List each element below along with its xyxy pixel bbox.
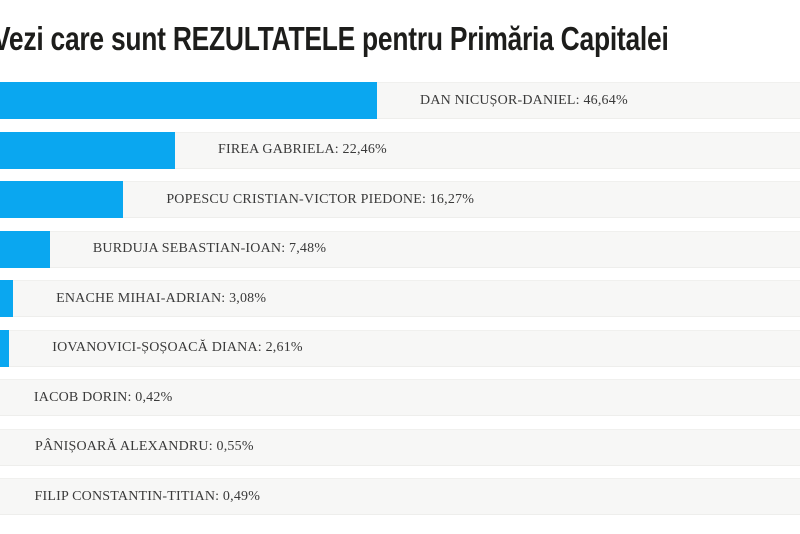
chart-row: FILIP CONSTANTIN-TITIAN: 0,49% (0, 478, 800, 515)
results-bar-chart: DAN NICUȘOR-DANIEL: 46,64% FIREA GABRIELA… (0, 82, 800, 528)
result-bar (0, 181, 124, 218)
result-label: PÂNIȘOARĂ ALEXANDRU: 0,55% (34, 439, 254, 454)
result-label: IOVANOVICI-ȘOȘOACĂ DIANA: 2,61% (52, 340, 303, 355)
result-label: DAN NICUȘOR-DANIEL: 46,64% (420, 92, 628, 108)
chart-row: IACOB DORIN: 0,42% (0, 379, 800, 416)
result-bar (0, 280, 14, 317)
result-bar (0, 131, 176, 169)
result-label: BURDUJA SEBASTIAN-IOAN: 7,48% (92, 241, 327, 256)
page-title-text: Vezi care sunt REZULTATELE pentru Primăr… (0, 20, 669, 57)
result-label: POPESCU CRISTIAN-VICTOR PIEDONE: 16,27% (166, 191, 475, 207)
result-bar (0, 230, 50, 268)
chart-row: IOVANOVICI-ȘOȘOACĂ DIANA: 2,61% (0, 329, 800, 367)
result-label: FILIP CONSTANTIN-TITIAN: 0,49% (34, 488, 261, 504)
chart-row: ENACHE MIHAI-ADRIAN: 3,08% (0, 280, 800, 317)
result-label: IACOB DORIN: 0,42% (33, 389, 173, 405)
page-title: Vezi care sunt REZULTATELE pentru Primăr… (0, 20, 800, 58)
chart-row: PÂNIȘOARĂ ALEXANDRU: 0,55% (0, 428, 800, 466)
chart-row: FIREA GABRIELA: 22,46% (0, 131, 800, 169)
chart-row: DAN NICUȘOR-DANIEL: 46,64% (0, 82, 800, 119)
chart-row: POPESCU CRISTIAN-VICTOR PIEDONE: 16,27% (0, 181, 800, 218)
result-bar (0, 329, 10, 367)
result-label: ENACHE MIHAI-ADRIAN: 3,08% (56, 290, 267, 306)
chart-row: BURDUJA SEBASTIAN-IOAN: 7,48% (0, 230, 800, 268)
result-label: FIREA GABRIELA: 22,46% (218, 142, 387, 157)
result-bar (0, 82, 378, 119)
